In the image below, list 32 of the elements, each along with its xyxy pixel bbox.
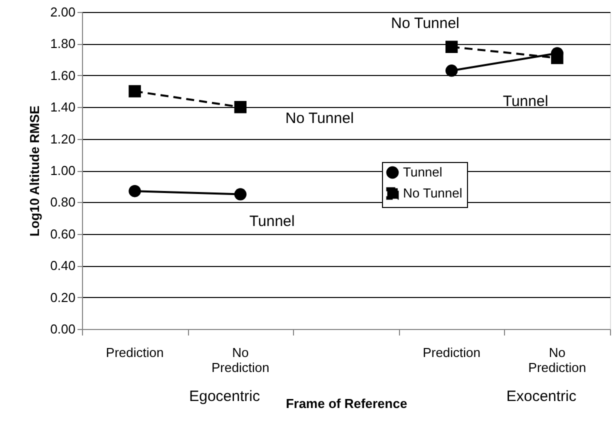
y-axis-title: Log10 Altitude RMSE — [27, 105, 42, 236]
legend-label: Tunnel — [403, 164, 442, 180]
y-tick-label: 0.80 — [50, 194, 76, 210]
x-tick-label: No Prediction — [211, 345, 270, 375]
y-tick-label: 0.40 — [50, 258, 76, 274]
y-tick-label: 1.00 — [50, 163, 76, 178]
point — [445, 64, 458, 77]
y-tick-label: 0.60 — [50, 226, 76, 242]
y-tick-label: 0.00 — [50, 322, 76, 336]
y-tick-label: 2.00 — [50, 4, 76, 20]
legend-label: No Tunnel — [403, 186, 462, 200]
annotation: Tunnel — [249, 213, 295, 230]
point — [234, 100, 247, 114]
x-tick-label: No Prediction — [528, 345, 586, 375]
x-axis-title: Frame of Reference — [286, 396, 408, 411]
point — [128, 85, 141, 98]
y-tick-label: 0.20 — [50, 290, 76, 305]
text: Exocentric — [506, 388, 577, 405]
y-tick-label: 1.40 — [50, 100, 76, 115]
point — [445, 40, 458, 53]
text: Egocentric — [189, 388, 260, 405]
annotation: Tunnel — [502, 92, 548, 110]
annotation: No Tunnel — [285, 110, 354, 128]
y-tick-label: 1.60 — [50, 68, 76, 83]
point — [551, 52, 564, 64]
y-tick-label: 1.20 — [50, 131, 76, 146]
annotation: No Tunnel — [391, 15, 460, 32]
x-tick-label: Prediction — [422, 345, 481, 360]
point — [234, 188, 247, 200]
point — [128, 184, 141, 198]
y-tick-label: 1.80 — [50, 36, 76, 52]
x-tick-label: Prediction — [106, 345, 164, 360]
